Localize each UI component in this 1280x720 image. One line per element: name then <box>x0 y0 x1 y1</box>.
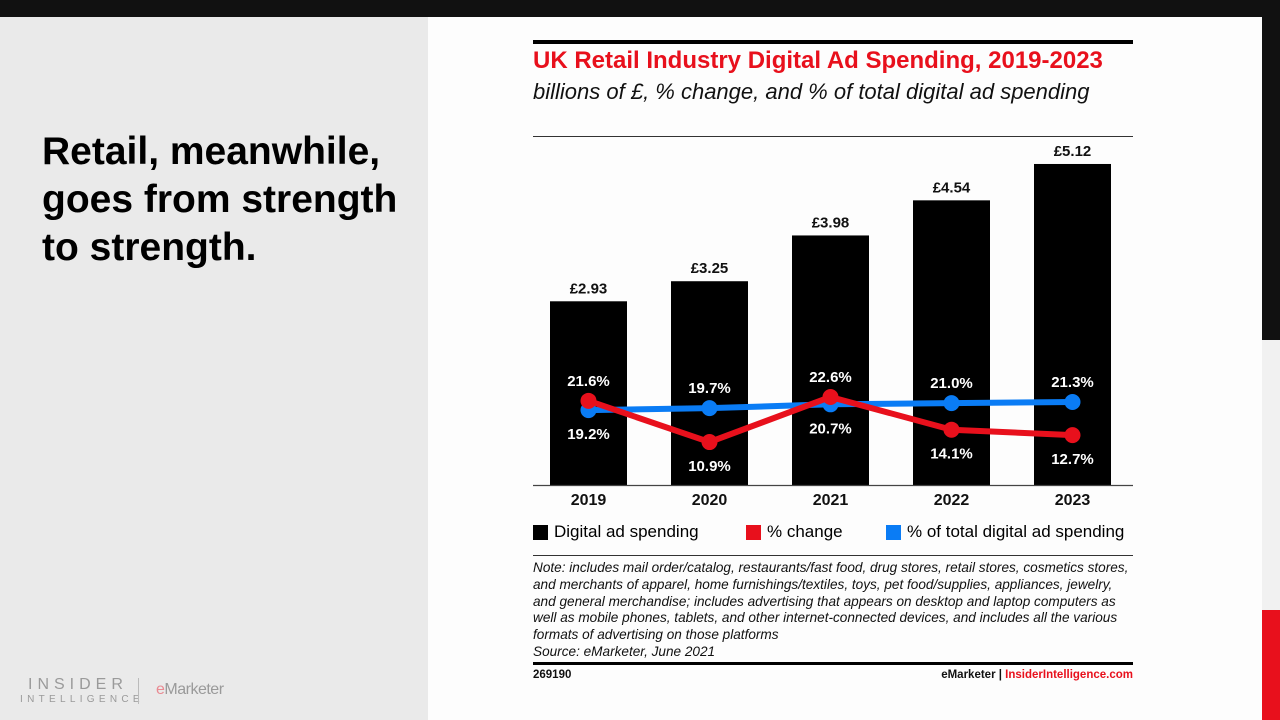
chart-top-rule <box>533 40 1133 44</box>
point-change-2020 <box>701 434 718 451</box>
point-share-2023 <box>1064 393 1081 410</box>
label-share-2019: 19.2% <box>567 426 610 443</box>
legend-swatch-black <box>533 524 548 540</box>
label-change-2023: 12.7% <box>1051 451 1094 468</box>
note-text: Note: includes mail order/catalog, resta… <box>533 560 1129 643</box>
point-share-2020 <box>701 400 718 417</box>
label-change-2020: 10.9% <box>688 458 731 475</box>
point-change-2021 <box>822 388 839 405</box>
bar-label-2023: £5.12 <box>1054 143 1092 160</box>
chart-subtitle: billions of £, % change, and % of total … <box>533 79 1090 104</box>
label-change-2021: 22.6% <box>809 369 852 386</box>
edge-strip-red <box>1262 610 1280 720</box>
logo-line1: INSIDER <box>28 676 128 693</box>
point-change-2019 <box>580 392 597 409</box>
edge-strip-gray <box>1262 340 1280 610</box>
note-rule <box>533 555 1133 556</box>
point-share-2022 <box>943 395 960 412</box>
x-tick-label-2020: 2020 <box>692 492 728 509</box>
legend-item-share: % of total digital ad spending <box>886 522 1124 542</box>
legend-item-spending: Digital ad spending <box>533 522 699 542</box>
footer-brand: eMarketer | InsiderIntelligence.com <box>941 669 1133 681</box>
footer-brand-name: eMarketer <box>941 669 996 681</box>
label-change-2022: 14.1% <box>930 446 973 463</box>
legend-swatch-red <box>746 524 761 540</box>
bar-2020 <box>671 281 748 485</box>
bar-label-2019: £2.93 <box>570 280 608 297</box>
label-share-2021: 20.7% <box>809 420 852 437</box>
footer-site-link[interactable]: InsiderIntelligence.com <box>1005 669 1133 681</box>
top-bar <box>0 0 1280 17</box>
label-share-2023: 21.3% <box>1051 374 1094 391</box>
chart-subtitle-rule <box>533 136 1133 137</box>
point-change-2022 <box>943 421 960 438</box>
label-share-2020: 19.7% <box>688 380 731 397</box>
bar-label-2020: £3.25 <box>691 260 729 277</box>
x-tick-label-2019: 2019 <box>571 492 607 509</box>
bar-2021 <box>792 235 869 485</box>
legend-swatch-blue <box>886 524 901 540</box>
footer-separator: | <box>998 669 1002 681</box>
bar-2022 <box>913 200 990 486</box>
chart-title: UK Retail Industry Digital Ad Spending, … <box>533 47 1103 74</box>
x-tick-label-2023: 2023 <box>1055 492 1091 509</box>
source-text: Source: eMarketer, June 2021 <box>533 643 716 659</box>
bar-label-2022: £4.54 <box>933 179 971 196</box>
left-panel <box>0 17 428 720</box>
emarketer-logo: eMarketer <box>156 681 224 699</box>
legend-label: % change <box>767 522 843 541</box>
bar-label-2021: £3.98 <box>812 214 850 231</box>
legend-label: % of total digital ad spending <box>907 522 1125 541</box>
emarketer-logo-e: e <box>156 681 165 698</box>
x-tick-label-2022: 2022 <box>934 492 970 509</box>
logo-line2: INTELLIGENCE <box>20 694 144 705</box>
footer-rule <box>533 662 1133 665</box>
chart-note: Note: includes mail order/catalog, resta… <box>533 560 1133 661</box>
slide-headline: Retail, meanwhile, goes from strength to… <box>42 130 398 269</box>
x-tick-label-2021: 2021 <box>813 492 849 509</box>
edge-strip-black <box>1262 0 1280 340</box>
point-change-2023 <box>1064 427 1081 444</box>
chart-id: 269190 <box>533 669 572 681</box>
label-share-2022: 21.0% <box>930 375 973 392</box>
emarketer-logo-text: Marketer <box>164 681 224 698</box>
logo-divider <box>138 678 139 704</box>
legend-label: Digital ad spending <box>554 522 699 541</box>
legend-item-change: % change <box>746 522 843 542</box>
label-change-2019: 21.6% <box>567 373 610 390</box>
